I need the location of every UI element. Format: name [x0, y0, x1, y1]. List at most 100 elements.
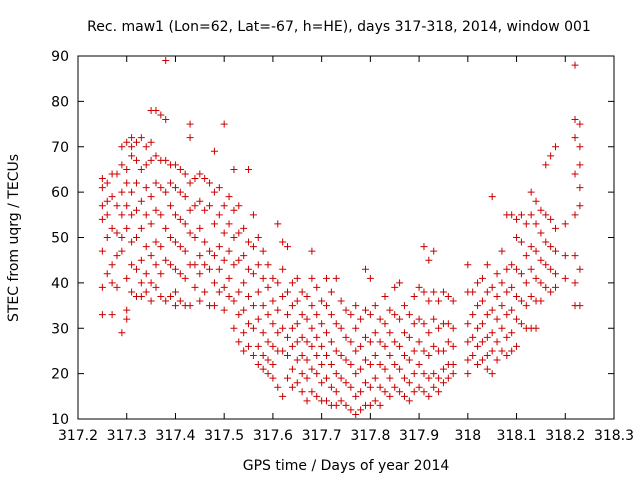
y-tick-label: 30: [51, 321, 69, 337]
data-point: [108, 261, 116, 269]
data-point: [254, 288, 262, 296]
data-point: [142, 288, 150, 296]
data-point: [542, 283, 550, 291]
data-point: [245, 238, 253, 246]
data-point: [537, 229, 545, 237]
data-point: [425, 374, 433, 382]
data-point: [474, 324, 482, 332]
data-point: [410, 388, 418, 396]
data-point: [332, 388, 340, 396]
data-point: [113, 283, 121, 291]
data-point: [171, 265, 179, 273]
data-point: [381, 365, 389, 373]
data-point: [118, 211, 126, 219]
data-point: [449, 342, 457, 350]
data-point: [420, 243, 428, 251]
data-point: [113, 202, 121, 210]
data-point: [347, 361, 355, 369]
data-point: [410, 370, 418, 378]
data-point: [167, 202, 175, 210]
data-point: [508, 283, 516, 291]
data-point: [576, 302, 584, 310]
data-point: [361, 306, 369, 314]
data-point: [167, 261, 175, 269]
data-point: [571, 170, 579, 178]
data-point: [132, 156, 140, 164]
data-point: [235, 256, 243, 264]
data-point: [439, 365, 447, 373]
data-point: [176, 297, 184, 305]
data-point: [430, 383, 438, 391]
data-point: [386, 351, 394, 359]
data-point: [503, 265, 511, 273]
data-point: [376, 361, 384, 369]
data-point: [162, 256, 170, 264]
data-point: [547, 265, 555, 273]
data-point: [123, 202, 131, 210]
data-point: [342, 401, 350, 409]
data-point: [420, 370, 428, 378]
data-point: [128, 238, 136, 246]
data-point: [103, 197, 111, 205]
data-point: [249, 270, 257, 278]
data-point: [347, 311, 355, 319]
data-point: [220, 202, 228, 210]
data-point: [220, 283, 228, 291]
data-point: [128, 211, 136, 219]
data-point: [157, 111, 165, 119]
data-point: [313, 333, 321, 341]
x-tick-label: 317.7: [302, 428, 342, 444]
data-point: [284, 374, 292, 382]
data-point: [293, 338, 301, 346]
data-point: [288, 365, 296, 373]
data-point: [162, 224, 170, 232]
data-point: [210, 252, 218, 260]
data-point: [371, 302, 379, 310]
data-point: [249, 351, 257, 359]
data-point: [352, 324, 360, 332]
data-point: [108, 224, 116, 232]
data-point: [298, 333, 306, 341]
data-point: [537, 256, 545, 264]
data-point: [405, 311, 413, 319]
data-point: [435, 388, 443, 396]
data-point: [552, 224, 560, 232]
data-point: [108, 311, 116, 319]
data-point: [444, 320, 452, 328]
data-point: [444, 374, 452, 382]
data-point: [171, 184, 179, 192]
data-point: [532, 324, 540, 332]
data-point: [571, 61, 579, 69]
data-point: [147, 279, 155, 287]
data-point: [279, 347, 287, 355]
data-point: [332, 401, 340, 409]
data-point: [498, 302, 506, 310]
data-point: [313, 283, 321, 291]
data-point: [240, 347, 248, 355]
data-point: [386, 329, 394, 337]
data-point: [206, 265, 214, 273]
data-point: [571, 116, 579, 124]
data-point: [274, 279, 282, 287]
axis-ticks: 317.2 317.3 317.4 317.5 317.6 317.7 317.8 317.9…: [51, 49, 634, 444]
data-point: [206, 202, 214, 210]
data-point: [225, 220, 233, 228]
data-point: [313, 370, 321, 378]
data-point: [215, 243, 223, 251]
data-point: [147, 156, 155, 164]
data-point: [230, 206, 238, 214]
data-point: [517, 297, 525, 305]
data-point: [118, 161, 126, 169]
data-point: [522, 220, 530, 228]
data-point: [327, 383, 335, 391]
data-point: [137, 279, 145, 287]
y-tick-label: 10: [51, 412, 69, 428]
data-point: [532, 197, 540, 205]
data-point: [425, 329, 433, 337]
data-point: [493, 315, 501, 323]
data-point: [279, 265, 287, 273]
data-point: [342, 356, 350, 364]
data-point: [522, 252, 530, 260]
data-point: [230, 165, 238, 173]
data-point: [522, 279, 530, 287]
